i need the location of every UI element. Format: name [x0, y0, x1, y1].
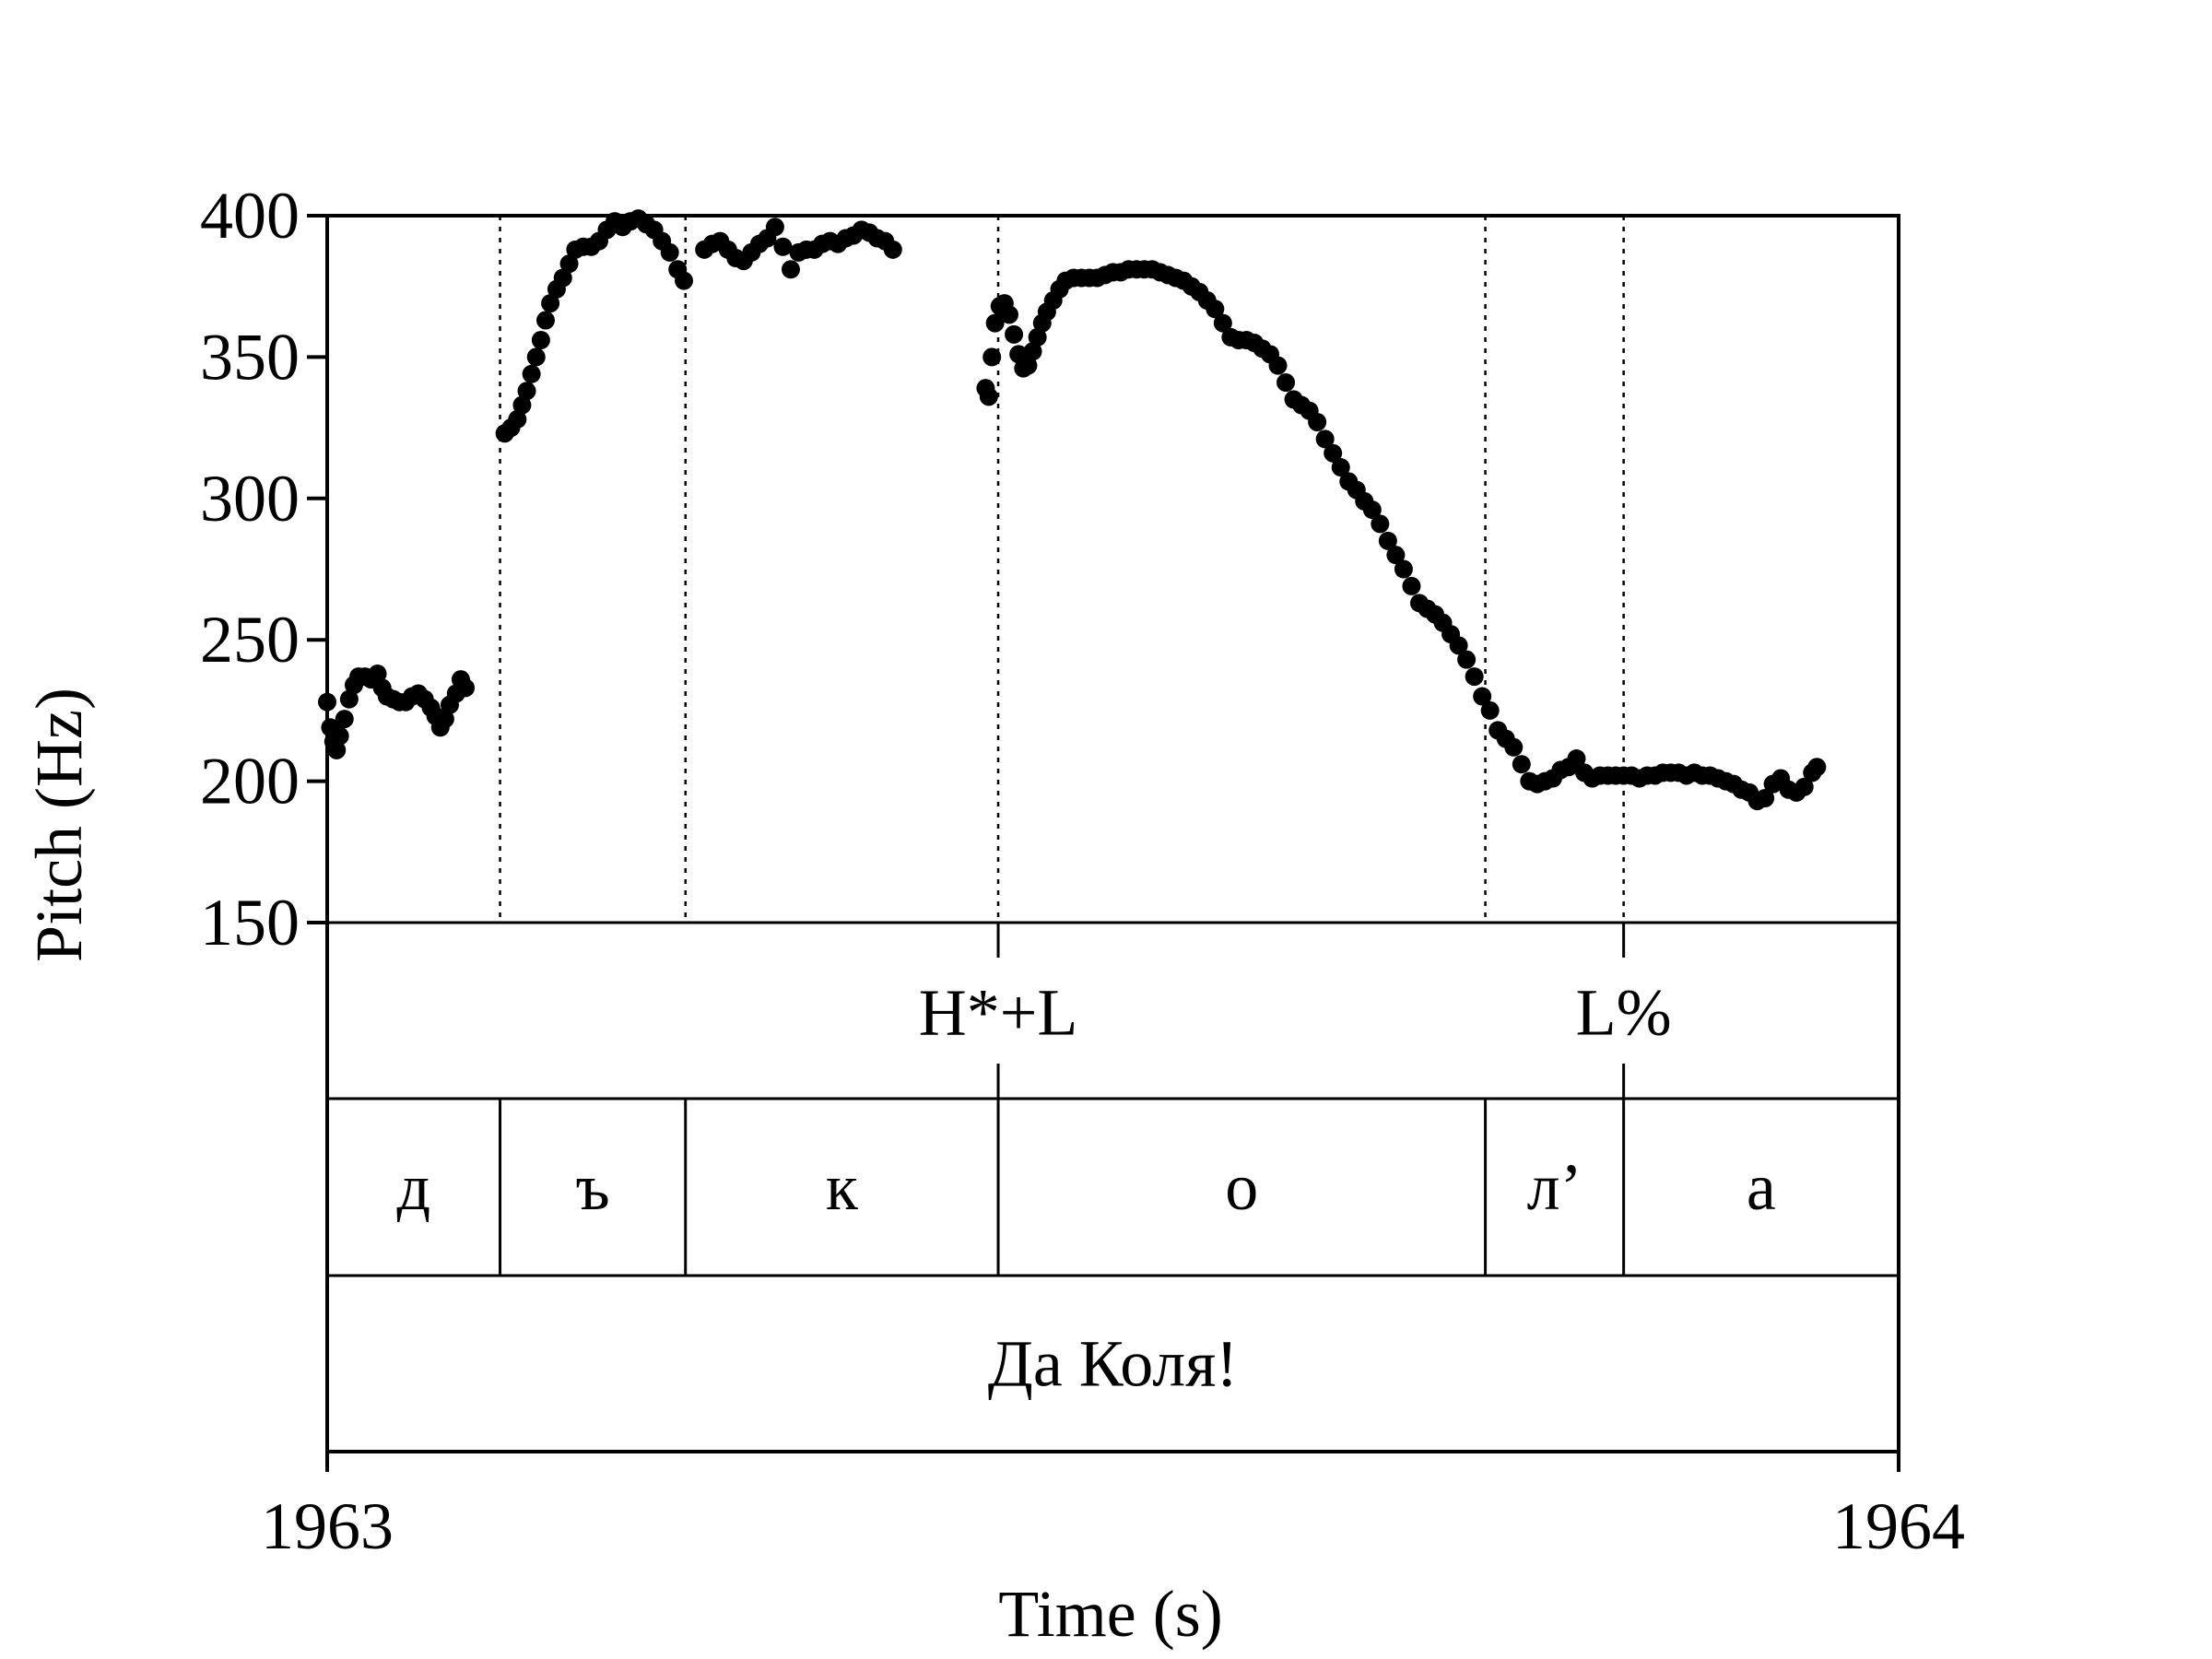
pitch-point — [508, 409, 527, 429]
pitch-point — [1308, 412, 1327, 431]
pitch-point — [553, 268, 572, 288]
annotation-tiers: H*+L L% д ъ к о л’ а Да Коля! — [396, 923, 1776, 1401]
pitch-point — [1213, 313, 1232, 333]
y-tick-label: 200 — [200, 745, 300, 818]
pitch-point — [512, 395, 532, 415]
y-tick-label: 150 — [200, 886, 300, 959]
pitch-point — [883, 240, 902, 259]
pitch-point — [559, 254, 579, 274]
pitch-point — [1457, 650, 1477, 669]
pitch-point — [1794, 777, 1814, 796]
tone-label: H*+L — [919, 976, 1078, 1050]
boundary-lines — [499, 216, 1625, 923]
pitch-point — [1005, 324, 1024, 344]
pitch-point — [1331, 458, 1350, 477]
pitch-point — [339, 689, 359, 709]
segment-label: д — [396, 1150, 430, 1224]
pitch-point — [1315, 429, 1335, 449]
pitch-point — [1807, 758, 1827, 777]
plot-frame — [325, 214, 1900, 1453]
pitch-point — [1402, 576, 1421, 595]
segment-label: л’ — [1527, 1150, 1583, 1224]
y-axis: 400 350 300 250 200 150 — [200, 179, 327, 959]
x-tick-label: 1963 — [261, 1489, 394, 1563]
pitch-point — [999, 305, 1018, 324]
pitch-point — [1378, 531, 1397, 550]
frame-border — [325, 214, 1900, 1453]
y-tick-label: 350 — [200, 320, 300, 394]
pitch-point — [1206, 300, 1225, 319]
pitch-point — [982, 347, 1002, 367]
y-tick-label: 300 — [200, 462, 300, 535]
pitch-point — [1268, 356, 1288, 375]
pitch-points — [318, 209, 1827, 811]
pitch-point — [517, 382, 536, 401]
pitch-point — [765, 218, 784, 237]
pitch-point — [985, 313, 1005, 333]
pitch-point — [456, 678, 476, 698]
pitch-point — [979, 387, 998, 406]
pitch-point — [1567, 749, 1586, 769]
pitch-point — [522, 364, 541, 383]
segment-label: о — [1225, 1150, 1258, 1224]
pitch-point — [1362, 500, 1382, 520]
pitch-point — [1480, 700, 1500, 720]
pitch-point — [1324, 443, 1343, 463]
pitch-point — [1023, 342, 1042, 361]
word-label: Да Коля! — [988, 1327, 1239, 1401]
segment-label: а — [1747, 1150, 1776, 1224]
y-tick-label: 400 — [200, 179, 300, 253]
pitch-point — [1386, 546, 1406, 565]
pitch-point — [531, 330, 550, 349]
pitch-point — [781, 260, 800, 279]
pitch-point — [675, 271, 694, 290]
pitch-point — [541, 294, 560, 313]
segment-label: ъ — [576, 1150, 610, 1224]
pitch-point — [660, 242, 679, 262]
y-tick-label: 250 — [200, 603, 300, 677]
pitch-point — [1756, 789, 1775, 808]
segment-label: к — [826, 1150, 859, 1224]
x-axis: 1963 1964 — [261, 1452, 1965, 1563]
pitch-point — [1018, 356, 1038, 375]
pitch-point — [368, 665, 387, 684]
pitch-point — [335, 710, 354, 729]
pitch-point — [1449, 636, 1468, 655]
pitch-point — [1028, 327, 1047, 347]
pitch-point — [526, 347, 546, 367]
pitch-point — [1504, 737, 1524, 757]
x-axis-title: Time (s) — [998, 1577, 1222, 1651]
pitch-point — [1371, 514, 1390, 534]
pitch-point — [773, 237, 793, 256]
pitch-point — [1394, 559, 1413, 579]
x-tick-label: 1964 — [1832, 1489, 1965, 1563]
pitch-point — [327, 740, 347, 759]
pitch-point — [330, 726, 349, 746]
y-axis-title: Pitch (Hz) — [22, 688, 96, 962]
pitch-point — [1512, 755, 1531, 774]
pitch-point — [535, 311, 555, 330]
pitch-point — [1277, 373, 1296, 393]
tone-label: L% — [1576, 976, 1672, 1050]
pitch-point — [1473, 687, 1492, 706]
pitch-point — [1465, 667, 1484, 687]
pitch-point — [435, 710, 454, 729]
